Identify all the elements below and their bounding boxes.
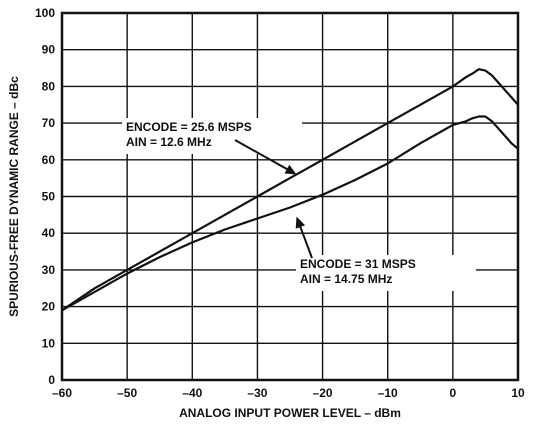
annotation-backing	[122, 118, 302, 154]
y-tick-label: 60	[42, 153, 56, 167]
x-tick-label: –60	[52, 386, 72, 400]
plot-frame	[60, 11, 520, 382]
y-tick-label: 80	[42, 79, 56, 93]
y-tick-label: 70	[42, 116, 56, 130]
x-tick-label: 0	[450, 386, 457, 400]
y-tick-label: 50	[42, 190, 56, 204]
y-tick-label: 20	[42, 300, 56, 314]
y-tick-label: 0	[48, 373, 55, 387]
x-tick-label: –10	[378, 386, 398, 400]
annotation-label: ENCODE = 31 MSPS	[300, 257, 416, 271]
x-tick-label: –30	[247, 386, 267, 400]
annotation-backing	[296, 255, 476, 291]
y-axis-title: SPURIOUS-FREE DYNAMIC RANGE – dBc	[7, 76, 21, 317]
y-tick-label: 10	[42, 336, 56, 350]
y-tick-label: 30	[42, 263, 56, 277]
annotation-label: AIN = 14.75 MHz	[300, 272, 392, 286]
y-tick-label: 100	[35, 6, 55, 20]
series-line-1	[61, 68, 519, 312]
x-tick-label: –50	[117, 386, 137, 400]
x-tick-label: –40	[182, 386, 202, 400]
tick-label-layer: –60 –50 –40 –30 –20 –10 0 100102030405060708090…	[35, 6, 525, 400]
y-tick-label: 90	[42, 43, 56, 57]
series-line-2	[61, 115, 519, 312]
series-layer	[61, 68, 519, 312]
x-tick-label: 10	[511, 386, 525, 400]
y-tick-label: 40	[42, 226, 56, 240]
annotation-arrow-head	[295, 216, 306, 229]
annotation-label: ENCODE = 25.6 MSPS	[126, 120, 252, 134]
annotation-arrow-shaft	[297, 221, 313, 259]
x-tick-label: –20	[313, 386, 333, 400]
annotation-label: AIN = 12.6 MHz	[126, 135, 212, 149]
x-axis-title: ANALOG INPUT POWER LEVEL – dBm	[179, 406, 401, 420]
annotation-arrow-shaft	[234, 139, 292, 173]
annotation-arrow-head	[284, 164, 297, 175]
